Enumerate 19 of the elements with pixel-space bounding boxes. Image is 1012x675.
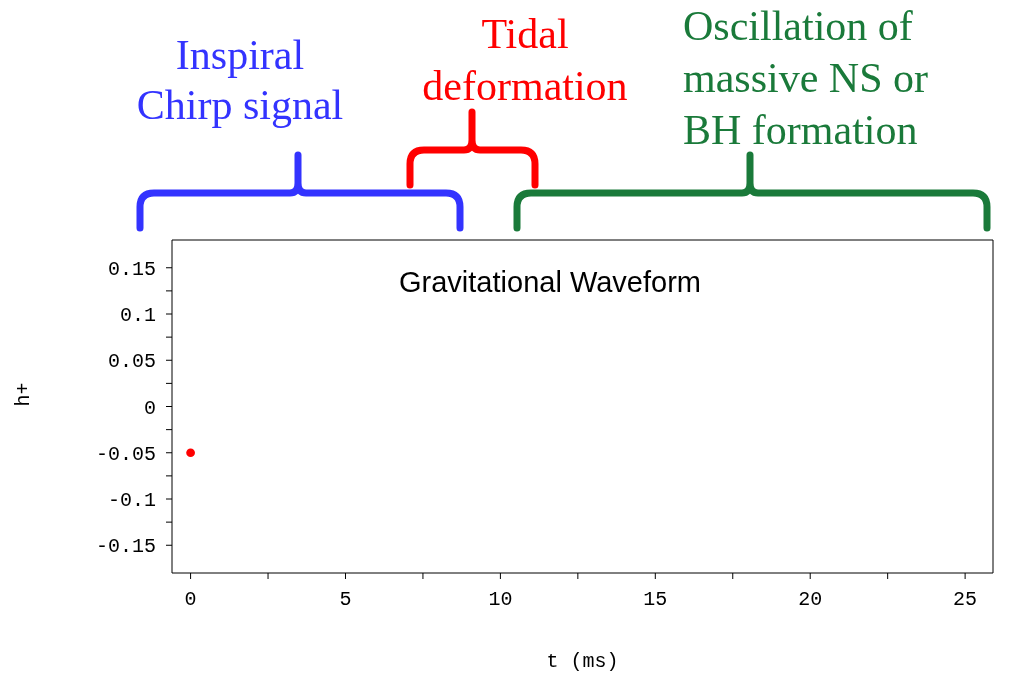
y-tick-label: -0.1 <box>107 489 156 513</box>
y-tick-label: 0 <box>143 396 156 420</box>
text: Gravitational Waveform <box>398 266 702 299</box>
y-tick-label: -0.15 <box>95 535 156 559</box>
text: Inspiral Chirp signal <box>135 31 345 130</box>
x-tick-label: 25 <box>953 588 978 612</box>
x-tick-label: 0 <box>184 588 197 612</box>
text: Oscillation of massive NS or BH formation <box>683 2 929 155</box>
y-tick-label: 0.05 <box>107 350 156 374</box>
x-tick-label: 20 <box>798 588 823 612</box>
x-tick-label: 5 <box>339 588 352 612</box>
y-tick-label: -0.05 <box>95 442 156 466</box>
text: Tidal deformation <box>421 10 629 111</box>
y-axis-title: h+ <box>12 382 36 407</box>
x-axis-title: t (ms) <box>546 650 619 673</box>
y-tick-label: 0.1 <box>119 304 156 328</box>
x-tick-label: 10 <box>488 588 513 612</box>
y-tick-label: 0.15 <box>107 257 156 281</box>
x-tick-label: 15 <box>643 588 668 612</box>
